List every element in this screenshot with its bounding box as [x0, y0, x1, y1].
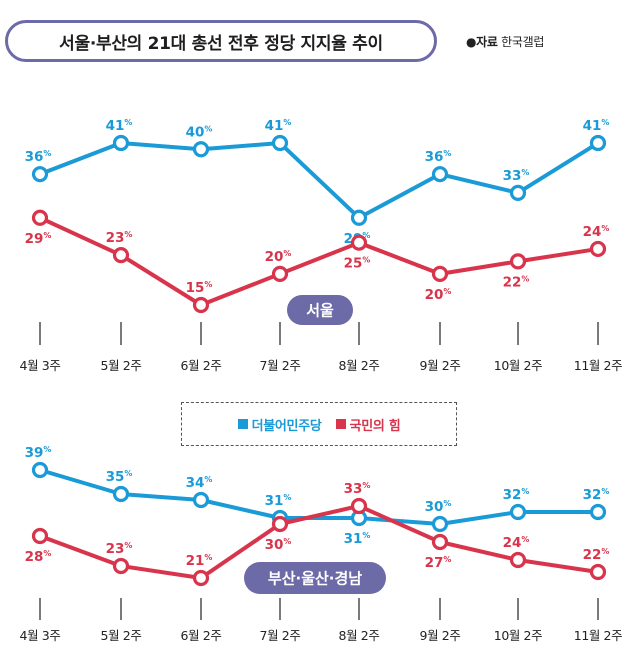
data-point [431, 265, 449, 282]
data-point [192, 569, 210, 587]
region-label: 서울 [306, 302, 334, 320]
data-point [271, 265, 289, 282]
data-point [31, 527, 49, 545]
x-tick-label: 4월 3주 [20, 358, 61, 373]
x-tick-label: 9월 2주 [420, 628, 461, 643]
data-label: 30% [265, 537, 292, 553]
series-line [39, 141, 600, 220]
x-tick-label: 10월 2주 [494, 628, 542, 643]
x-tick-label: 6월 2주 [181, 358, 222, 373]
source-note: ●자료 한국갤럽 [466, 33, 544, 50]
x-tick-label: 8월 2주 [339, 628, 380, 643]
data-point [509, 503, 527, 521]
data-label: 33% [344, 481, 371, 497]
data-point [589, 503, 607, 521]
data-point [509, 184, 527, 201]
data-label: 21% [186, 553, 213, 569]
legend-label-ppp: 국민의 힘 [349, 418, 401, 434]
data-point [112, 247, 130, 264]
data-label: 32% [503, 487, 530, 503]
data-point [112, 557, 130, 575]
legend-item-democratic: 더불어민주당 [237, 415, 322, 434]
region-label-pill [244, 562, 386, 594]
data-label: 32% [583, 487, 610, 503]
data-point [431, 166, 449, 183]
data-label: 39% [25, 445, 52, 461]
series-line [39, 468, 598, 526]
data-label: 27% [425, 555, 452, 571]
data-label: 23% [106, 230, 133, 246]
data-point [112, 485, 130, 503]
data-label: 40% [186, 124, 213, 140]
data-label: 31% [344, 531, 371, 547]
legend-label-democratic: 더불어민주당 [251, 418, 322, 434]
data-label: 29% [25, 231, 52, 247]
x-tick-label: 8월 2주 [339, 358, 380, 373]
series-line [39, 504, 599, 580]
data-label: 31% [265, 493, 292, 509]
data-point [431, 533, 449, 551]
data-point [589, 240, 607, 258]
data-label: 22% [503, 274, 530, 290]
legend: 더불어민주당 국민의 힘 [181, 402, 457, 446]
data-label: 30% [425, 499, 452, 515]
x-tick-label: 9월 2주 [420, 358, 461, 373]
region-label: 부산·울산·경남 [268, 570, 362, 588]
data-point [350, 234, 368, 251]
data-label: 23% [106, 541, 133, 557]
data-point [431, 515, 449, 533]
data-point [350, 209, 368, 226]
series-line [39, 215, 599, 307]
x-tick-label: 11월 2주 [574, 628, 622, 643]
data-label: 41% [265, 118, 292, 134]
data-point [31, 209, 49, 226]
data-point [350, 497, 368, 515]
data-point [31, 461, 49, 479]
source-label: 자료 [476, 35, 498, 49]
legend-swatch-ppp [335, 419, 346, 429]
x-tick-label: 10월 2주 [494, 358, 542, 373]
data-label: 41% [583, 118, 610, 134]
x-tick-label: 5월 2주 [101, 358, 142, 373]
data-point [31, 166, 49, 183]
legend-swatch-democratic [237, 419, 248, 429]
source-text: 한국갤럽 [501, 35, 545, 49]
data-label: 22% [583, 547, 610, 563]
data-label: 34% [186, 475, 213, 491]
data-label: 36% [425, 149, 452, 165]
data-label: 24% [583, 224, 610, 240]
legend-item-ppp: 국민의 힘 [335, 415, 401, 434]
x-tick-label: 4월 3주 [20, 628, 61, 643]
x-tick-label: 7월 2주 [260, 628, 301, 643]
data-label: 35% [106, 469, 133, 485]
data-point [271, 515, 289, 533]
data-label: 33% [503, 168, 530, 184]
data-label: 41% [106, 118, 133, 134]
data-point [192, 296, 210, 314]
data-label: 20% [425, 287, 452, 303]
x-tick-label: 6월 2주 [181, 628, 222, 643]
region-label-pill [287, 295, 353, 325]
chart-title: 서울·부산의 21대 총선 전후 정당 지지율 추이 [59, 33, 383, 54]
source-bullet: ● [466, 35, 477, 49]
data-label: 28% [25, 549, 52, 565]
data-point [589, 134, 607, 152]
data-point [192, 141, 210, 158]
data-point [271, 134, 289, 152]
x-tick-label: 5월 2주 [101, 628, 142, 643]
data-label: 24% [503, 535, 530, 551]
data-point [589, 563, 607, 581]
data-label: 25% [344, 256, 371, 272]
data-point [509, 253, 527, 270]
chart-title-box: 서울·부산의 21대 총선 전후 정당 지지율 추이 [5, 20, 437, 62]
data-point [112, 134, 130, 152]
data-label: 20% [265, 249, 292, 265]
data-label: 15% [186, 280, 213, 296]
data-label: 36% [25, 149, 52, 165]
data-point [509, 551, 527, 569]
x-tick-label: 7월 2주 [260, 358, 301, 373]
data-point [192, 491, 210, 509]
x-tick-label: 11월 2주 [574, 358, 622, 373]
